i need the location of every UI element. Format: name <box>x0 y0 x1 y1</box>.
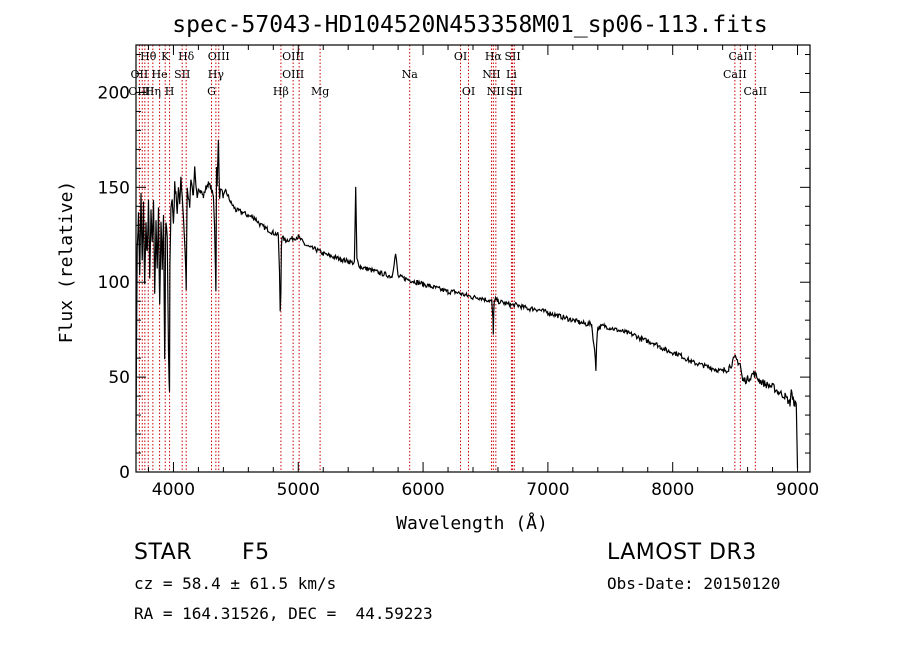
line-label: Mg <box>311 85 329 98</box>
survey-name: LAMOST DR3 <box>607 540 757 565</box>
line-label: CaII <box>743 85 767 98</box>
chart-title: spec-57043-HD104520N453358M01_sp06-113.f… <box>172 12 767 38</box>
line-label: NII <box>487 85 505 98</box>
line-label: NII <box>482 68 500 81</box>
redshift-cz: cz = 58.4 ± 61.5 km/s <box>134 574 337 593</box>
line-label: CaII <box>723 68 747 81</box>
y-tick-label: 0 <box>119 463 130 483</box>
line-label: CaII <box>729 50 753 63</box>
coordinates: RA = 164.31526, DEC = 44.59223 <box>134 604 433 623</box>
line-label: Hγ <box>208 68 225 81</box>
line-label: Hα <box>485 50 503 63</box>
y-tick-label: 50 <box>108 368 130 388</box>
x-tick-label: 8000 <box>651 480 694 500</box>
line-label: OIII <box>128 85 150 98</box>
line-label: OIII <box>208 50 230 63</box>
line-label: OI <box>454 50 467 63</box>
x-tick-label: 7000 <box>526 480 569 500</box>
x-tick-label: 6000 <box>401 480 444 500</box>
plot-frame <box>135 44 811 473</box>
spectral-subclass: F5 <box>242 540 270 565</box>
emission-line-markers <box>138 45 756 472</box>
line-label: SII <box>504 50 520 63</box>
line-label: Hβ <box>273 85 289 98</box>
line-label: OIII <box>282 68 304 81</box>
y-tick-label: 150 <box>98 178 130 198</box>
object-type: STAR <box>134 540 193 565</box>
line-label: OII <box>131 68 149 81</box>
x-axis-label: Wavelength (Å) <box>396 512 548 534</box>
line-label: OIII <box>282 50 304 63</box>
plot-axes: 4000 5000 6000 7000 8000 9000 0 50 100 150 200 <box>98 44 819 500</box>
line-label: Na <box>402 68 419 81</box>
y-tick-label: 200 <box>98 83 130 103</box>
x-tick-label: 4000 <box>152 480 195 500</box>
line-label: OI <box>462 85 475 98</box>
spectrum-line <box>135 139 799 469</box>
line-label: K <box>161 50 170 63</box>
y-axis-label: Flux (relative) <box>56 181 77 344</box>
x-tick-label: 9000 <box>776 480 819 500</box>
y-tick-label: 100 <box>98 273 130 293</box>
line-label: SII <box>506 85 522 98</box>
line-label: Hη <box>145 85 161 98</box>
line-label: Hθ <box>140 50 157 63</box>
line-label: G <box>207 85 216 98</box>
line-label: He <box>152 68 168 81</box>
line-label: Li <box>506 68 517 81</box>
x-tick-label: 5000 <box>277 480 320 500</box>
line-label: Hδ <box>178 50 195 63</box>
line-label: H <box>165 85 175 98</box>
observation-date: Obs-Date: 20150120 <box>607 574 781 593</box>
line-label: SII <box>174 68 190 81</box>
